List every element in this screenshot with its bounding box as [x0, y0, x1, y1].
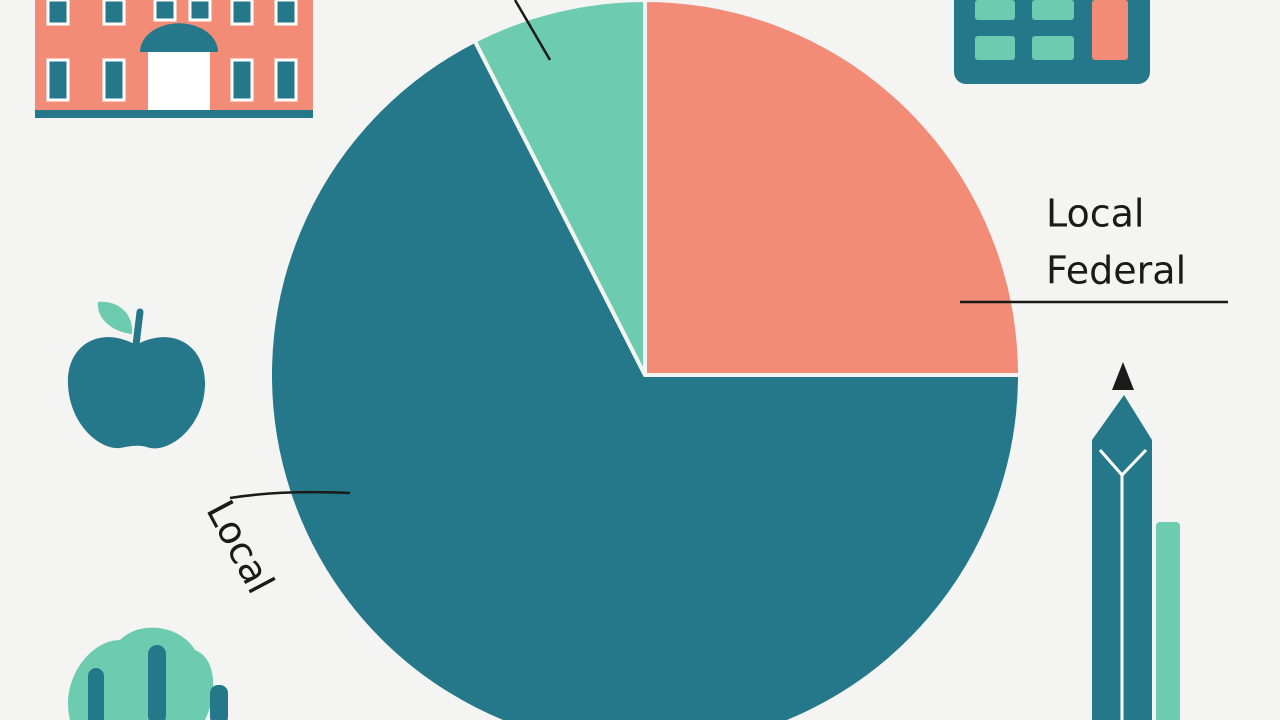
plant-icon	[68, 627, 228, 720]
leader-line	[513, 0, 552, 61]
pie-slice	[472, 0, 647, 376]
apple-icon	[67, 301, 206, 449]
calculator-icon	[954, 0, 1150, 84]
building-icon	[35, 0, 313, 118]
pencil-icon	[1092, 362, 1180, 720]
annotation: Federal	[1046, 249, 1186, 293]
pie-slice	[268, 38, 1023, 720]
pie	[268, 0, 1023, 720]
leader-line	[229, 490, 351, 500]
annotation: Local	[1046, 192, 1145, 236]
pie-slice	[643, 0, 1023, 377]
